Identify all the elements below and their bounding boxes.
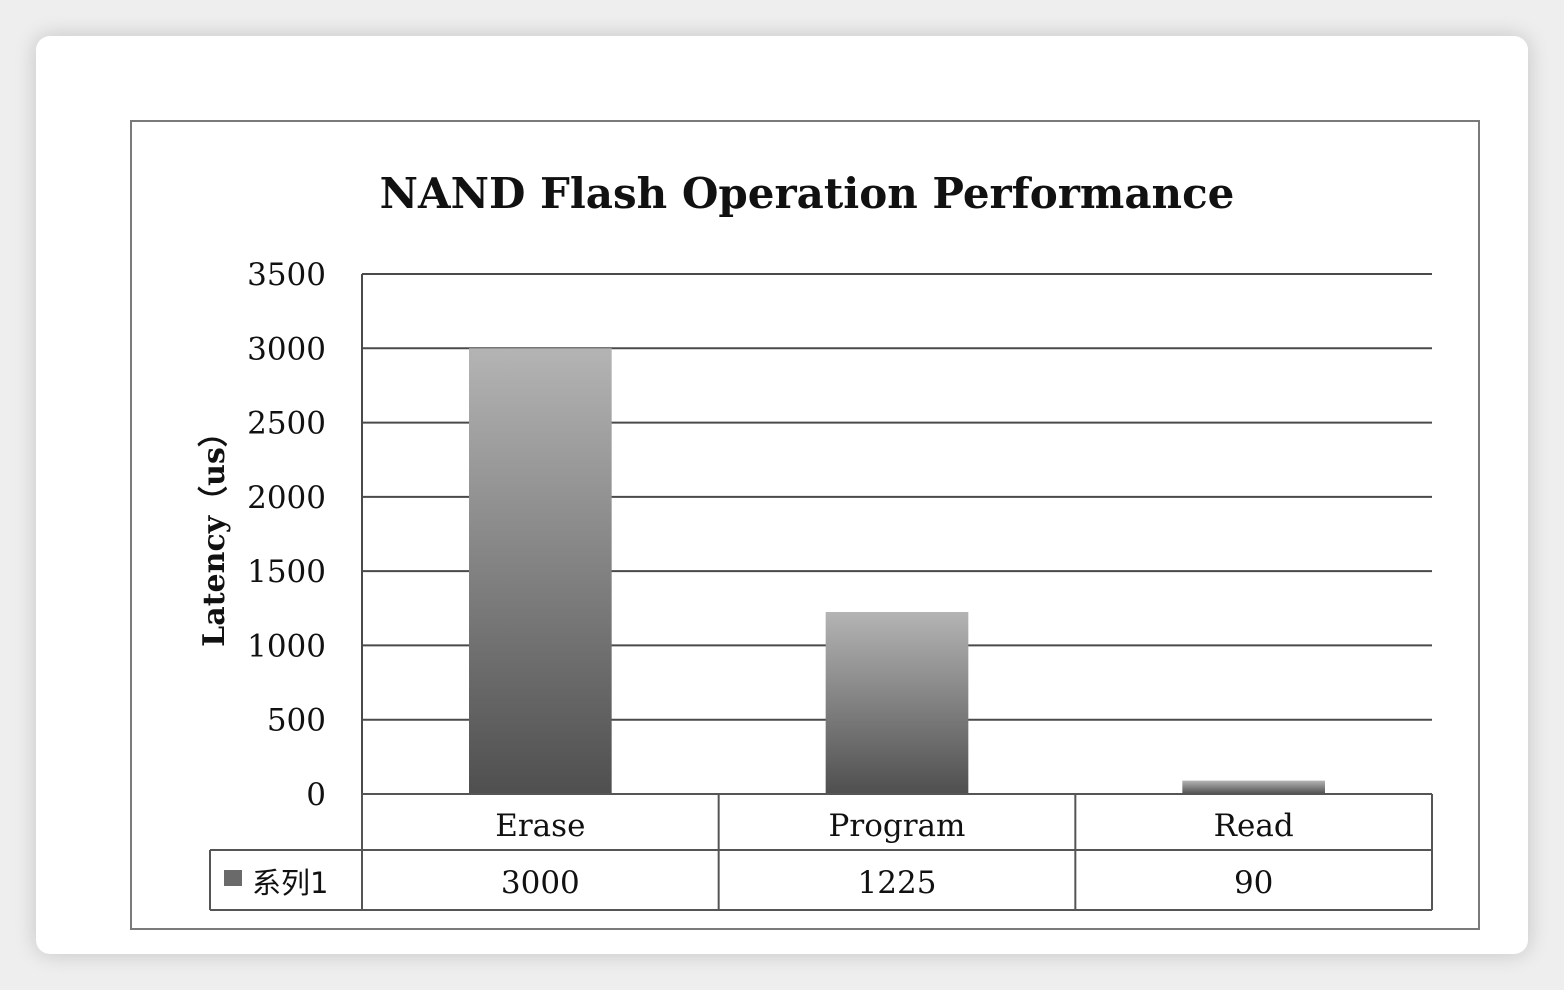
bars: [469, 348, 1325, 794]
data-table-value: 1225: [858, 865, 937, 901]
chart-card: NAND Flash Operation Performance Latency…: [36, 36, 1528, 954]
chart-frame: NAND Flash Operation Performance Latency…: [130, 120, 1480, 930]
y-tick-label: 2500: [247, 406, 326, 442]
y-tick-label: 500: [267, 703, 326, 739]
y-tick-labels: 0 500 1000 1500 2000 2500 3000 3500: [247, 257, 326, 813]
bar-erase: [469, 348, 612, 794]
y-axis-label: Latency（us）: [197, 417, 232, 647]
legend-series-name: 系列1: [252, 866, 328, 900]
y-tick-label: 3000: [247, 331, 326, 367]
legend-swatch: [224, 870, 242, 886]
y-tick-label: 2000: [247, 480, 326, 516]
bar-read: [1182, 780, 1325, 794]
y-tick-label: 1500: [247, 554, 326, 590]
x-category-label: Read: [1214, 808, 1294, 844]
bar-chart: NAND Flash Operation Performance Latency…: [197, 169, 1433, 911]
data-table-value: 3000: [501, 865, 580, 901]
y-tick-label: 3500: [247, 257, 326, 293]
data-table-value: 90: [1234, 865, 1273, 901]
bar-program: [825, 612, 969, 794]
y-tick-label: 1000: [247, 628, 326, 664]
x-category-label: Program: [829, 808, 966, 844]
data-table: Erase 3000 Program 1225 Read 90 系列1: [209, 793, 1433, 911]
chart-title: NAND Flash Operation Performance: [380, 169, 1235, 218]
y-tick-label: 0: [306, 777, 326, 813]
x-category-label: Erase: [495, 808, 585, 844]
